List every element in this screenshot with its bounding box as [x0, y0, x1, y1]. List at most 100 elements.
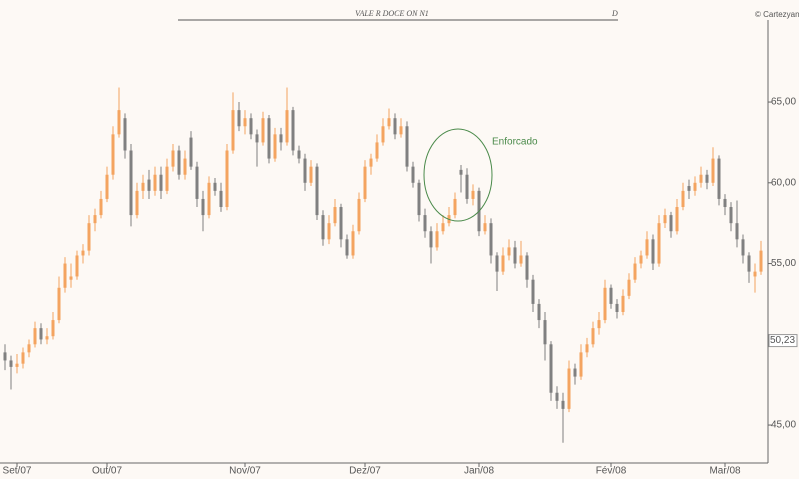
candle-body — [129, 150, 133, 216]
candle-body — [417, 182, 421, 216]
candle-body — [15, 363, 19, 367]
candle-body — [255, 134, 259, 143]
candle-body — [375, 142, 379, 159]
candle-body — [99, 198, 103, 216]
candle-body — [207, 182, 211, 216]
candle-body — [345, 239, 349, 256]
candle-body — [117, 110, 121, 135]
candle-body — [495, 255, 499, 272]
candle-body — [93, 215, 97, 224]
candle-body — [351, 231, 355, 256]
period: D — [611, 9, 618, 18]
candle-body — [579, 352, 583, 377]
candle-body — [759, 250, 763, 272]
candle-body — [723, 198, 727, 208]
x-tick-label: Out/07 — [92, 466, 122, 477]
candle-body — [411, 166, 415, 183]
candle-body — [399, 126, 403, 135]
x-tick-label: Set/07 — [3, 466, 32, 477]
candle-body — [303, 158, 307, 183]
candle-body — [543, 320, 547, 345]
candle-body — [159, 174, 163, 191]
candle-body — [75, 255, 79, 277]
candle-body — [657, 223, 661, 264]
y-tick-label: 60,00 — [771, 177, 796, 188]
candle-body — [567, 368, 571, 409]
candle-body — [387, 118, 391, 127]
candle-body — [471, 190, 475, 199]
candle-body — [333, 207, 337, 224]
candle-body — [219, 190, 223, 208]
last-price-box — [768, 334, 798, 348]
candle-body — [393, 118, 397, 135]
candle-body — [615, 303, 619, 312]
candle-body — [507, 247, 511, 256]
candle-body — [537, 303, 541, 321]
annotation-circle — [423, 128, 493, 222]
candle-body — [231, 110, 235, 151]
candle-body — [651, 239, 655, 264]
candle-body — [279, 134, 283, 143]
candle-body — [645, 239, 649, 256]
candle-body — [627, 279, 631, 296]
last-price-label: 50,23 — [770, 335, 795, 346]
candle-body — [609, 287, 613, 304]
candle-body — [111, 134, 115, 175]
candle-body — [39, 328, 43, 340]
candle-body — [63, 263, 67, 288]
candle-body — [531, 279, 535, 304]
candle-body — [261, 118, 265, 143]
candle-body — [381, 126, 385, 143]
candle-body — [441, 223, 445, 232]
candle-body — [21, 352, 25, 364]
y-tick-label: 65,00 — [771, 97, 796, 108]
candle-body — [321, 215, 325, 240]
candle-body — [549, 344, 553, 393]
candle-body — [561, 400, 565, 409]
candle-body — [591, 328, 595, 345]
candle-body — [147, 179, 151, 191]
candle-body — [681, 190, 685, 208]
candle-body — [465, 174, 469, 199]
candle-body — [699, 174, 703, 183]
candle-body — [105, 174, 109, 199]
candle-body — [669, 215, 673, 232]
candle-body — [45, 336, 49, 340]
candle-body — [555, 392, 559, 401]
candle-body — [141, 182, 145, 191]
candle-body — [201, 198, 205, 216]
x-tick-label: Nov/07 — [229, 466, 261, 477]
candle-body — [165, 166, 169, 191]
candle-body — [513, 247, 517, 264]
x-tick-label: Dez/07 — [349, 466, 381, 477]
candle-body — [285, 110, 289, 143]
candle-body — [273, 134, 277, 159]
candle-body — [603, 287, 607, 321]
candle-body — [237, 110, 241, 127]
candle-body — [135, 190, 139, 216]
candle-body — [501, 255, 505, 272]
candle-body — [267, 118, 271, 159]
candle-body — [51, 320, 55, 337]
candle-body — [597, 320, 601, 329]
credit: © Cartezyan — [755, 10, 799, 19]
y-tick-label: 45,00 — [771, 420, 796, 431]
candle-body — [489, 223, 493, 256]
candle-body — [315, 166, 319, 216]
candle-body — [33, 328, 37, 345]
candle-body — [327, 223, 331, 240]
annotation-label: Enforcado — [492, 137, 538, 148]
candle-body — [57, 287, 61, 321]
candle-body — [453, 198, 457, 216]
y-tick-label: 55,00 — [771, 258, 796, 269]
candle-body — [153, 174, 157, 191]
candle-body — [213, 182, 217, 191]
candle-body — [747, 255, 751, 272]
x-tick-label: Fév/08 — [596, 466, 627, 477]
candle-body — [357, 198, 361, 232]
candle-body — [705, 174, 709, 183]
candle-body — [3, 352, 7, 361]
candle-body — [249, 118, 253, 135]
